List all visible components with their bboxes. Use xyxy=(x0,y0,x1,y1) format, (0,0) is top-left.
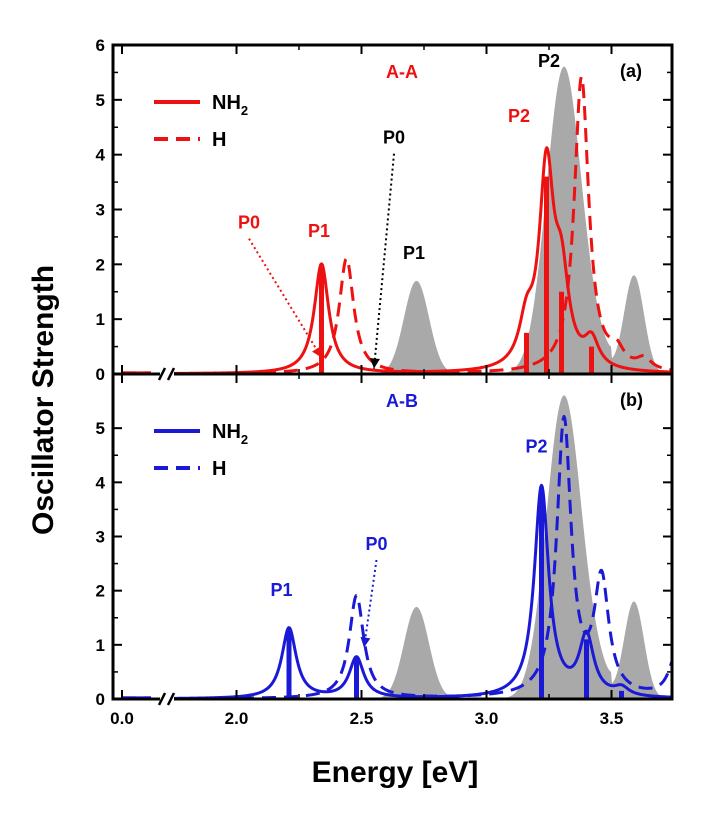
panel-b-ytick-label-3: 3 xyxy=(96,528,105,547)
panel-a-annotation-3: P1 xyxy=(403,243,425,263)
xtick-label-1: 2.0 xyxy=(225,709,249,728)
xtick-label-2: 2.5 xyxy=(350,709,374,728)
xtick-label-4: 3.5 xyxy=(600,709,624,728)
panel-a-legend-label-1: H xyxy=(212,129,226,151)
panel-b-ytick-label-4: 4 xyxy=(96,473,106,492)
panel-a-ytick-label-1: 1 xyxy=(96,310,105,329)
panel-a-title: A-A xyxy=(386,62,418,82)
panel-a-arrow-line-0 xyxy=(248,238,323,359)
panel-a-ytick-label-6: 6 xyxy=(96,36,105,55)
panel-b-series-H-dashed xyxy=(173,414,672,699)
panel-a-legend-label-0: NH2 xyxy=(212,92,248,118)
panel-a-annotation-4: P2 xyxy=(508,106,530,126)
panel-a-break-mark-2 xyxy=(166,367,176,381)
panel-b-break-mark-1 xyxy=(157,692,167,706)
panel-b-annotation-0: P1 xyxy=(270,580,292,600)
panel-b-title: A-B xyxy=(386,391,418,411)
panel-a-break-mark-1 xyxy=(157,367,167,381)
panel-a-annotation-5: P2 xyxy=(538,51,560,71)
panel-a-legend-sub-0: 2 xyxy=(241,103,248,118)
panel-a-ytick-label-5: 5 xyxy=(96,91,105,110)
panel-b-legend-label-1: H xyxy=(212,458,226,480)
panel-a-series xyxy=(122,75,672,374)
panel-b-gray-area xyxy=(174,395,672,699)
panel-a-label: (a) xyxy=(620,61,642,81)
panel-a-ytick-label-0: 0 xyxy=(96,365,105,384)
panel-a-ytick-label-4: 4 xyxy=(96,146,106,165)
panel-b-label: (b) xyxy=(620,390,643,410)
panel-b-series xyxy=(122,414,672,699)
panel-a-annotation-1: P1 xyxy=(308,221,330,241)
panel-b-arrow-head-1 xyxy=(360,636,371,648)
panel-b-legend-label-0: NH2 xyxy=(212,421,248,447)
axis-ticks: 0 1 2 3 4 5 6 0 1 2 3 4 5 0.0 2.0 2.5 3.0 3.5 xyxy=(96,36,672,728)
panel-a-arrow-line-2 xyxy=(373,153,395,369)
panel-b-arrow-line-1 xyxy=(363,559,378,648)
panel-b-ytick-label-0: 0 xyxy=(96,690,105,709)
xtick-label-0: 0.0 xyxy=(110,709,134,728)
panel-a-annotation-2: P0 xyxy=(383,128,405,148)
x-axis-label: Energy [eV] xyxy=(312,756,479,789)
panel-b-annotation-1: P0 xyxy=(365,534,387,554)
panel-b-ytick-label-1: 1 xyxy=(96,636,105,655)
panel-b-legend-sub-0: 2 xyxy=(241,432,248,447)
panel-a-arrow-head-0 xyxy=(312,346,322,358)
panel-a-annotation-0: P0 xyxy=(238,213,260,233)
panel-b-annotation-2: P2 xyxy=(525,437,547,457)
y-axis-label: Oscillator Strength xyxy=(27,265,60,535)
panel-b-ytick-label-5: 5 xyxy=(96,419,105,438)
xtick-label-3: 3.0 xyxy=(475,709,499,728)
panel-a-ytick-label-2: 2 xyxy=(96,255,105,274)
panel-b-reference-spectrum xyxy=(174,395,672,699)
panel-b-break-mark-2 xyxy=(166,692,176,706)
panel-a-ytick-label-3: 3 xyxy=(96,201,105,220)
panel-a-series-H-dashed xyxy=(173,75,672,374)
panel-a-arrow-head-2 xyxy=(369,358,380,369)
panel-b-ytick-label-2: 2 xyxy=(96,582,105,601)
